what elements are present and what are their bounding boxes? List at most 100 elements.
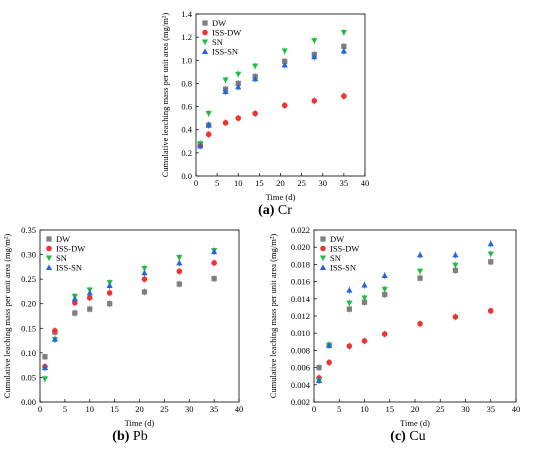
y-tick-label: 0.020 — [291, 242, 310, 252]
x-tick-label: 0 — [38, 404, 42, 414]
data-point — [51, 335, 59, 342]
legend-label: ISS-DW — [212, 28, 241, 38]
caption-letter: (b) — [112, 429, 129, 444]
data-point — [71, 295, 78, 302]
x-tick-label: 15 — [255, 178, 264, 188]
data-point — [452, 251, 459, 258]
series-dw — [316, 258, 494, 372]
data-point — [252, 63, 259, 70]
x-axis-label: Time (d) — [266, 192, 296, 202]
legend-marker — [45, 255, 53, 262]
series-iss-dw — [42, 259, 217, 371]
chart-2: 0 5 10 15 20 25 30 35 40 0.002 0.004 0.006 0.008 0.01… — [268, 225, 520, 444]
chart-1: 0 5 10 15 20 25 30 35 40 0.00 0.05 0.10 0.15 0.20 0.25… — [2, 225, 243, 444]
y-tick-label: 0.30 — [21, 250, 36, 260]
y-tick-label: 1.2 — [181, 32, 192, 42]
y-axis-label: Cumulative leaching mass per unit area (… — [160, 13, 170, 178]
data-point — [417, 275, 423, 281]
data-point — [222, 77, 229, 84]
x-tick-label: 30 — [461, 404, 470, 414]
y-tick-label: 0.20 — [21, 299, 36, 309]
legend-label: SN — [212, 37, 223, 47]
data-point — [311, 53, 318, 60]
legend-marker — [202, 20, 208, 26]
y-tick-label: 0.012 — [291, 311, 310, 321]
y-tick-label: 0.004 — [291, 380, 311, 390]
x-tick-label: 40 — [361, 178, 370, 188]
x-tick-label: 40 — [512, 404, 521, 414]
data-point — [141, 265, 148, 272]
x-tick-label: 30 — [185, 404, 194, 414]
data-point — [416, 268, 424, 275]
y-axis-label: Cumulative leaching mass per unit area (… — [2, 234, 12, 399]
series-iss-sn — [197, 47, 347, 150]
x-axis-label: Time (d) — [125, 418, 155, 428]
x-tick-label: 0 — [194, 178, 198, 188]
y-tick-label: 0.002 — [291, 397, 310, 407]
x-tick-label: 15 — [110, 404, 119, 414]
legend-marker — [45, 264, 53, 270]
data-point — [205, 121, 212, 128]
x-tick-label: 20 — [135, 404, 144, 414]
caption-letter: (c) — [390, 429, 406, 444]
y-tick-label: 0.006 — [291, 363, 310, 373]
series-dw — [42, 275, 217, 361]
x-tick-label: 35 — [340, 178, 349, 188]
data-point — [176, 268, 183, 275]
legend-label: ISS-DW — [330, 244, 359, 254]
data-point — [346, 306, 352, 312]
data-point — [341, 93, 347, 99]
data-point — [235, 83, 242, 90]
data-point — [252, 75, 259, 82]
data-point — [205, 111, 212, 117]
data-point — [488, 259, 494, 265]
data-point — [487, 308, 494, 314]
data-point — [176, 281, 182, 287]
series-sn — [197, 29, 347, 148]
legend-marker — [46, 245, 52, 252]
legend-label: SN — [56, 253, 67, 263]
y-axis-label: Cumulative leaching mass per unit area (… — [268, 234, 278, 399]
caption-metal: Cr — [274, 203, 292, 218]
data-point — [211, 276, 217, 282]
x-tick-label: 30 — [319, 178, 328, 188]
data-point — [381, 272, 388, 279]
x-tick-label: 20 — [276, 178, 285, 188]
data-point — [346, 300, 353, 307]
data-point — [382, 291, 388, 298]
y-tick-label: 0.05 — [21, 372, 36, 382]
legend-marker — [201, 39, 209, 46]
data-point — [361, 299, 368, 305]
data-point — [315, 377, 323, 383]
y-tick-label: 0.0 — [181, 171, 192, 181]
y-tick-label: 0.00 — [21, 397, 36, 407]
data-point — [86, 289, 93, 296]
legend-marker — [319, 255, 327, 262]
plot-frame — [313, 229, 517, 403]
y-tick-label: 0.6 — [181, 102, 192, 112]
x-tick-label: 5 — [63, 404, 67, 414]
data-point — [52, 327, 58, 334]
x-tick-label: 5 — [337, 404, 341, 414]
legend-label: ISS-DW — [56, 244, 85, 254]
y-tick-label: 0.4 — [181, 125, 192, 135]
data-point — [72, 299, 78, 306]
legend-label: DW — [330, 234, 344, 244]
legend-label: ISS-SN — [330, 263, 356, 273]
y-tick-label: 0.8 — [181, 78, 192, 88]
data-point — [452, 267, 459, 274]
chart-caption: (b) Pb — [112, 429, 147, 444]
data-point — [281, 48, 288, 55]
plot-frame — [39, 229, 240, 403]
data-point — [211, 260, 217, 266]
data-point — [205, 131, 212, 138]
data-point — [86, 295, 93, 301]
x-tick-label: 40 — [235, 404, 244, 414]
data-point — [141, 276, 148, 282]
chart-0: 0 5 10 15 20 25 30 35 40 0.0 0.2 0.4 0.6 0.8 1.0 1.2 1.4… — [160, 9, 369, 218]
data-point — [106, 282, 113, 289]
data-point — [416, 251, 424, 258]
